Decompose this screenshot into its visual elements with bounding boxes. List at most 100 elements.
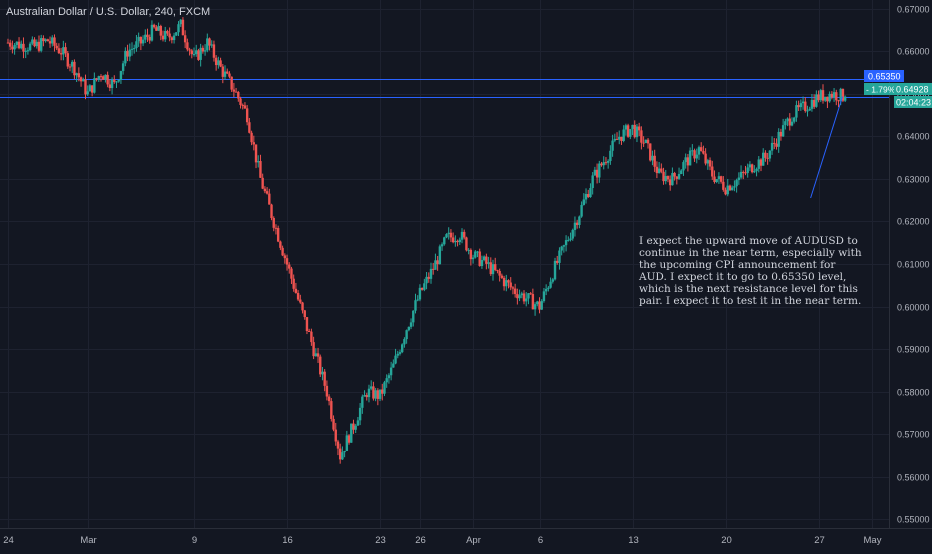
candle <box>274 224 278 235</box>
candle-body <box>826 96 829 102</box>
candle <box>478 248 481 267</box>
candle-body <box>480 260 484 266</box>
candle-body <box>529 293 532 295</box>
candle <box>177 21 180 37</box>
candle <box>657 161 661 174</box>
x-tick-label: 24 <box>3 535 14 546</box>
candle <box>755 167 758 177</box>
candle-body <box>99 76 103 78</box>
candle <box>465 236 468 252</box>
candle <box>102 75 105 80</box>
candle-body <box>241 104 244 106</box>
candle <box>722 176 725 192</box>
candle-body <box>104 74 107 80</box>
candle <box>578 215 581 229</box>
candle <box>327 394 331 406</box>
candle <box>241 103 244 110</box>
candle-body <box>830 93 834 98</box>
trendline[interactable] <box>810 96 843 199</box>
candle-body <box>75 73 78 76</box>
candle-body <box>113 79 116 83</box>
candle-body <box>412 310 415 323</box>
candle <box>412 310 415 327</box>
candle-body <box>748 164 752 168</box>
candle-body <box>97 76 100 80</box>
candle-body <box>626 125 630 137</box>
candle-body <box>527 293 530 299</box>
candle <box>310 328 313 346</box>
candle-body <box>686 157 690 166</box>
candle-body <box>482 256 486 261</box>
candle <box>152 23 156 29</box>
candle <box>110 77 114 95</box>
candle <box>403 337 406 348</box>
candle-body <box>199 47 202 60</box>
candle <box>626 123 630 138</box>
candle-body <box>327 396 331 402</box>
candle-body <box>786 118 789 122</box>
candle-body <box>188 49 191 51</box>
candle <box>37 35 41 53</box>
candle <box>505 274 508 292</box>
price-axis[interactable]: 0.670000.660000.650000.640000.630000.620… <box>897 5 930 525</box>
candle <box>117 79 120 83</box>
candle-body <box>387 375 391 379</box>
candle-body <box>544 288 548 292</box>
candle <box>662 167 665 185</box>
time-axis[interactable]: 24 Mar 9 16 23 26 Apr 6 13 20 27 May <box>3 535 882 546</box>
candle-body <box>270 204 273 219</box>
candle <box>157 22 160 32</box>
candle-body <box>294 288 298 293</box>
candle-body <box>620 136 623 142</box>
candle-body <box>316 353 320 357</box>
candle-body <box>567 239 570 241</box>
y-tick-label: 0.63000 <box>897 175 930 185</box>
candle <box>591 172 594 195</box>
candle <box>201 45 205 54</box>
candle-body <box>263 188 267 192</box>
candle-body <box>237 92 240 99</box>
candle <box>119 70 123 84</box>
candle <box>330 398 333 422</box>
candle <box>137 32 140 47</box>
candle <box>706 158 710 170</box>
candle-body <box>637 126 641 131</box>
candle-body <box>108 84 112 89</box>
candle-body <box>159 25 162 36</box>
candle-body <box>57 48 61 54</box>
candle <box>86 85 89 96</box>
candle <box>361 394 364 414</box>
candle <box>385 374 388 388</box>
candle-body <box>310 331 313 343</box>
candle-body <box>312 342 315 357</box>
candle <box>522 290 526 305</box>
candle <box>675 176 679 185</box>
candle <box>245 105 249 126</box>
candle-body <box>290 268 293 279</box>
candle <box>447 227 450 240</box>
candle-body <box>538 301 541 310</box>
candle-body <box>106 74 109 85</box>
candle <box>547 286 550 292</box>
candle <box>482 255 486 262</box>
candle <box>770 136 774 155</box>
candle <box>615 132 619 140</box>
candle <box>737 172 741 185</box>
candle <box>296 290 300 302</box>
candle <box>237 90 240 102</box>
candle-body <box>20 43 23 49</box>
candle <box>418 284 422 302</box>
candle-body <box>84 79 87 95</box>
candle <box>620 136 623 145</box>
annotation-note[interactable]: I expect the upward move of AUDUSD to co… <box>639 235 862 307</box>
candle <box>440 242 444 251</box>
candle <box>141 35 145 47</box>
candle <box>511 286 515 295</box>
candle <box>536 300 539 307</box>
candle-body <box>739 171 743 178</box>
candle-body <box>272 218 275 228</box>
candle <box>133 44 136 54</box>
candle <box>516 288 519 305</box>
